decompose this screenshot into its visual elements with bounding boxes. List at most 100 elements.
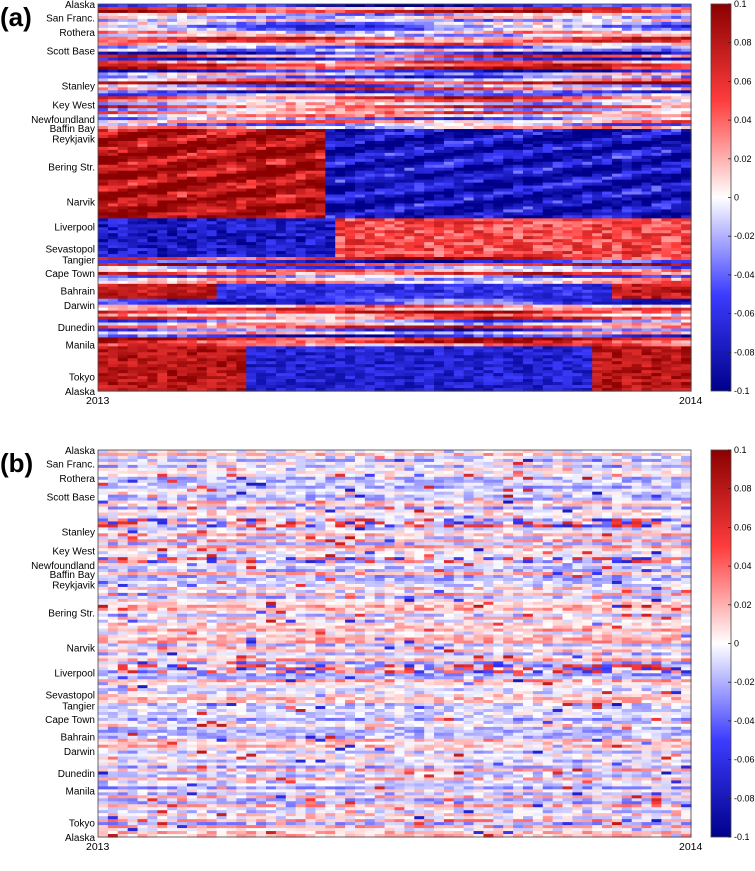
heatmap-cell	[345, 42, 356, 47]
heatmap-cell	[681, 179, 692, 184]
heatmap-cell	[295, 170, 307, 175]
heatmap-cell	[137, 212, 149, 216]
heatmap-cell	[542, 149, 554, 154]
heatmap-cell	[216, 66, 228, 71]
heatmap-cell	[621, 132, 633, 136]
heatmap-cell	[177, 78, 188, 82]
heatmap-cell	[582, 72, 593, 77]
heatmap-cell	[98, 134, 109, 139]
heatmap-cell	[177, 197, 188, 202]
heatmap-cell	[226, 45, 237, 50]
heatmap-cell	[631, 236, 643, 240]
heatmap-cell	[532, 72, 544, 77]
heatmap-cell	[434, 188, 445, 193]
heatmap-cell	[226, 248, 237, 252]
heatmap-cell	[542, 72, 554, 77]
heatmap-cell	[631, 167, 643, 172]
heatmap-cell	[671, 191, 682, 196]
heatmap-cell	[325, 24, 336, 29]
heatmap-cell	[315, 137, 326, 142]
heatmap-cell	[196, 21, 208, 26]
heatmap-cell	[345, 72, 356, 77]
heatmap-cell	[256, 81, 267, 85]
heatmap-cell	[592, 99, 603, 103]
heatmap-cell	[493, 21, 504, 26]
heatmap-cell	[453, 134, 465, 139]
heatmap-cell	[285, 120, 297, 124]
heatmap-cell	[285, 209, 297, 213]
heatmap-cell	[394, 21, 405, 26]
heatmap-cell	[394, 179, 405, 184]
heatmap-cell	[147, 87, 158, 91]
heatmap-cell	[503, 212, 514, 216]
heatmap-cell	[335, 215, 346, 219]
heatmap-cell	[611, 99, 623, 103]
heatmap-cell	[364, 4, 376, 8]
heatmap-cell	[186, 33, 198, 38]
heatmap-cell	[275, 12, 287, 17]
heatmap-cell	[592, 30, 603, 35]
heatmap-cell	[275, 105, 287, 109]
heatmap-cell	[246, 6, 257, 11]
heatmap-cell	[266, 99, 277, 103]
heatmap-cell	[157, 185, 168, 190]
heatmap-cell	[602, 212, 613, 216]
heatmap-cell	[127, 39, 139, 44]
heatmap-cell	[354, 81, 366, 85]
heatmap-cell	[671, 4, 682, 8]
heatmap-cell	[196, 129, 208, 133]
heatmap-cell	[315, 227, 326, 231]
heatmap-cell	[137, 230, 149, 234]
heatmap-cell	[414, 21, 425, 26]
heatmap-cell	[226, 200, 237, 205]
heatmap-cell	[434, 221, 445, 225]
heatmap-cell	[483, 194, 494, 199]
heatmap-cell	[186, 248, 198, 252]
heatmap-cell	[611, 114, 623, 118]
heatmap-cell	[562, 167, 573, 172]
heatmap-cell	[374, 21, 386, 26]
heatmap-cell	[562, 188, 573, 193]
heatmap-cell	[127, 45, 139, 50]
heatmap-cell	[661, 194, 672, 199]
heatmap-cell	[414, 239, 425, 243]
heatmap-cell	[107, 48, 119, 53]
heatmap-cell	[167, 194, 178, 199]
heatmap-cell	[542, 167, 554, 172]
heatmap-cell	[443, 197, 455, 202]
heatmap-cell	[275, 176, 287, 181]
heatmap-cell	[621, 146, 633, 151]
heatmap-cell	[325, 54, 336, 59]
heatmap-cell	[345, 176, 356, 181]
heatmap-cell	[592, 45, 603, 50]
heatmap-cell	[661, 173, 672, 178]
heatmap-cell	[602, 206, 613, 211]
heatmap-cell	[266, 60, 277, 65]
heatmap-cell	[374, 215, 386, 219]
heatmap-cell	[177, 102, 188, 106]
heatmap-cell	[434, 206, 445, 211]
heatmap-cell	[384, 36, 396, 41]
heatmap-cell	[493, 224, 504, 228]
heatmap-cell	[275, 170, 287, 175]
heatmap-cell	[325, 218, 336, 222]
heatmap-cell	[503, 105, 514, 109]
heatmap-cell	[157, 87, 168, 91]
heatmap-cell	[641, 123, 653, 127]
heatmap-cell	[246, 191, 257, 196]
heatmap-cell	[374, 164, 386, 169]
heatmap-cell	[681, 9, 692, 14]
heatmap-cell	[98, 209, 109, 213]
heatmap-cell	[364, 51, 376, 56]
heatmap-cell	[157, 51, 168, 56]
heatmap-cell	[611, 69, 623, 74]
heatmap-cell	[167, 60, 178, 65]
heatmap-cell	[542, 42, 554, 47]
heatmap-cell	[503, 170, 514, 175]
heatmap-cell	[384, 9, 396, 14]
heatmap-cell	[453, 69, 465, 74]
heatmap-cell	[216, 24, 228, 29]
heatmap-cell	[384, 158, 396, 163]
heatmap-cell	[424, 218, 435, 222]
heatmap-cell	[354, 194, 366, 199]
